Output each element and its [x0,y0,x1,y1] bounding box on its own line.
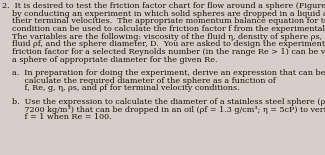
Text: b.  Use the expression to calculate the diameter of a stainless steel sphere (ρs: b. Use the expression to calculate the d… [2,98,325,106]
Text: 7200 kg/m³) that can be dropped in an oil (ρf = 1.3 g/cm³; η = 5cP) to verify th: 7200 kg/m³) that can be dropped in an oi… [2,106,325,114]
Text: condition can be used to calculate the friction factor f from the experimental o: condition can be used to calculate the f… [2,25,325,33]
Text: f, Re, g, η, ρs, and ρf for terminal velocity conditions.: f, Re, g, η, ρs, and ρf for terminal vel… [2,84,240,92]
Text: by conducting an experiment in which solid spheres are dropped in a liquid and o: by conducting an experiment in which sol… [2,10,325,18]
Text: a sphere of appropriate diameter for the given Re.: a sphere of appropriate diameter for the… [2,56,217,64]
Text: The variables are the following: viscosity of the fluid η, density of sphere ρs,: The variables are the following: viscosi… [2,33,325,41]
Text: f = 1 when Re = 100.: f = 1 when Re = 100. [2,113,111,121]
Text: friction factor for a selected Reynolds number (in the range Re > 1) can be veri: friction factor for a selected Reynolds … [2,48,325,56]
Text: a.  In preparation for doing the experiment, derive an expression that can be us: a. In preparation for doing the experime… [2,69,325,77]
Text: 2.  It is desired to test the friction factor chart for flow around a sphere (Fi: 2. It is desired to test the friction fa… [2,2,325,10]
Text: calculate the required diameter of the sphere as a function of: calculate the required diameter of the s… [2,77,276,85]
Text: fluid ρf, and the sphere diameter, D.  You are asked to design the experiment su: fluid ρf, and the sphere diameter, D. Yo… [2,40,325,48]
Text: their terminal velocities.  The appropriate momentum balance equation for termin: their terminal velocities. The appropria… [2,17,325,25]
